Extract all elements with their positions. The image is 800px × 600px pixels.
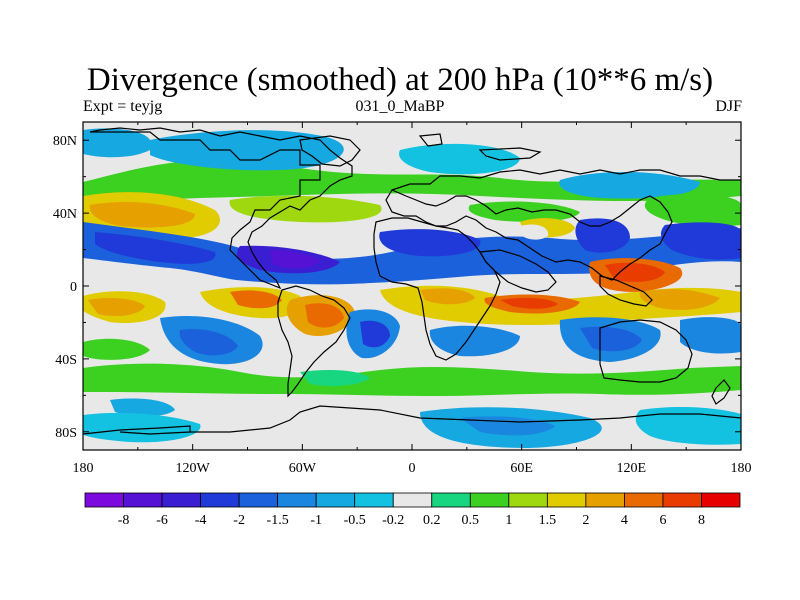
colorbar-swatch: [84, 492, 124, 508]
field-blob: [379, 229, 481, 257]
field-blob: [639, 289, 720, 310]
lat-tick-label: 40N: [53, 207, 77, 222]
colorbar-label: -8: [118, 513, 130, 528]
case-label: 031_0_MaBP: [355, 98, 445, 115]
colorbar-label: -0.2: [382, 513, 404, 528]
colorbar-label: -6: [156, 513, 168, 528]
southeast-asia-outline: [599, 275, 653, 307]
colorbar-swatch: [546, 492, 587, 508]
colorbar-label: 0.5: [462, 513, 480, 528]
colorbar-label: -2: [233, 513, 245, 528]
colorbar-label: 8: [698, 513, 705, 528]
coastlines: [83, 127, 741, 435]
lon-tick-label: 180: [73, 461, 94, 476]
field-blob: [110, 398, 175, 417]
colorbar-swatch: [431, 492, 471, 508]
season-label: DJF: [715, 98, 742, 115]
lat-tick-label: 80N: [53, 134, 77, 149]
lat-tick-label: 40S: [55, 353, 77, 368]
field-blob: [500, 297, 558, 309]
field-blob: [270, 250, 320, 269]
field-blob: [95, 232, 216, 264]
field-blob: [83, 338, 150, 360]
lat-tick-label: 80S: [55, 426, 77, 441]
colorbar-label: -1: [310, 513, 322, 528]
field-blob: [229, 195, 382, 223]
divergence-field: [83, 128, 741, 448]
axis-ticks: [82, 122, 742, 450]
field-blob: [644, 194, 741, 227]
colorbar-swatch: [354, 492, 394, 508]
experiment-label: Expt = teyjg: [83, 98, 163, 115]
south-america-outline: [277, 285, 351, 398]
field-blob: [300, 370, 370, 386]
arabia-india-outline: [478, 249, 557, 293]
australia-outline: [599, 319, 693, 383]
field-blob: [468, 201, 580, 222]
colorbar-label: 0.2: [423, 513, 441, 528]
colorbar-swatch: [508, 492, 548, 508]
field-blob: [230, 290, 282, 309]
lon-tick-label: 0: [409, 461, 416, 476]
colorbar-label: 4: [621, 513, 628, 528]
colorbar-swatch: [392, 492, 433, 508]
colorbar: -8 -6 -4 -2 -1.5 -1 -0.5 -0.2 0.2 0.5 1 1.5 2 4 6 8: [84, 492, 741, 528]
field-blob: [179, 328, 238, 356]
colorbar-label: 1: [505, 513, 512, 528]
field-blob: [520, 224, 549, 240]
field-blob: [88, 298, 145, 316]
colorbar-label: 2: [582, 513, 589, 528]
field-blob: [399, 143, 520, 175]
field-blob: [305, 303, 344, 328]
field-blob: [580, 326, 642, 352]
axis-labels: 180 120W 60W 0 60E 120E 180 80N 40N 0 40S 80S: [53, 134, 752, 476]
lon-tick-label: 60W: [289, 461, 317, 476]
lon-tick-label: 120W: [176, 461, 211, 476]
colorbar-swatch: [624, 492, 664, 508]
greenland-outline: [299, 135, 361, 167]
africa-outline: [373, 217, 501, 361]
colorbar-swatch: [123, 492, 163, 508]
colorbar-swatch: [701, 492, 741, 508]
plot-title: Divergence (smoothed) at 200 hPa (10**6 …: [86, 62, 714, 98]
colorbar-swatch: [585, 492, 625, 508]
field-blob: [83, 363, 741, 396]
field-blob: [575, 218, 630, 253]
colorbar-swatch: [315, 492, 356, 508]
colorbar-label: -1.5: [267, 513, 289, 528]
field-blob: [89, 201, 195, 228]
europe-asia-outline: [385, 169, 741, 281]
colorbar-label: -4: [195, 513, 207, 528]
field-blob: [635, 407, 741, 445]
north-america-outline: [89, 127, 353, 290]
new-zealand-outline: [711, 379, 731, 405]
colorbar-label: 1.5: [539, 513, 557, 528]
field-blob: [83, 128, 152, 158]
colorbar-swatch: [469, 492, 510, 508]
colorbar-swatch: [238, 492, 279, 508]
field-blob: [420, 288, 475, 305]
colorbar-swatch: [662, 492, 702, 508]
field-blob: [83, 412, 201, 443]
lon-tick-label: 180: [731, 461, 752, 476]
field-blob: [660, 222, 741, 260]
field-blob: [680, 317, 741, 354]
lon-tick-label: 120E: [617, 461, 647, 476]
antarctica-outline: [83, 405, 741, 435]
arctic-islands-outline: [418, 133, 542, 161]
colorbar-swatch: [161, 492, 201, 508]
lat-tick-label: 0: [70, 280, 77, 295]
colorbar-swatch: [277, 492, 317, 508]
field-blob: [360, 320, 390, 348]
field-blob: [559, 171, 700, 199]
colorbar-swatch: [200, 492, 240, 508]
colorbar-label: 6: [659, 513, 666, 528]
field-blob: [429, 325, 520, 357]
colorbar-label: -0.5: [344, 513, 366, 528]
field-blob: [605, 262, 665, 282]
field-blob: [83, 262, 741, 294]
lon-tick-label: 60E: [510, 461, 533, 476]
